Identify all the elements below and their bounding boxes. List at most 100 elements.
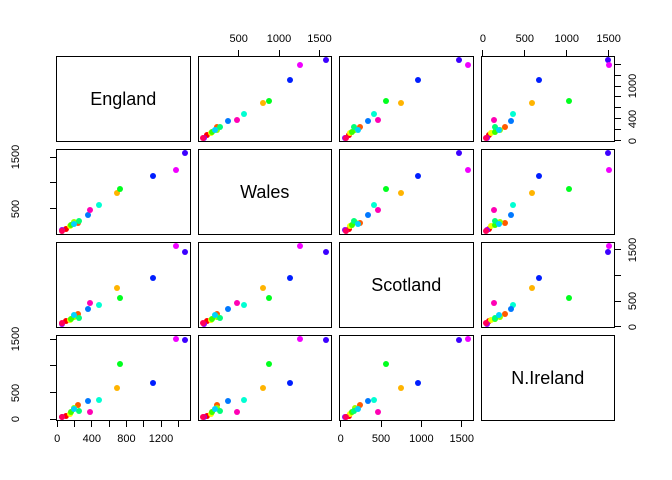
data-point	[483, 227, 490, 234]
data-point	[495, 220, 502, 227]
data-point	[58, 413, 65, 420]
axis-tick	[566, 50, 568, 56]
axis-tick-label: 0	[627, 323, 639, 330]
data-point	[233, 117, 240, 124]
scatter-panel-y-wales-x-n.ireland	[480, 149, 615, 235]
data-point	[149, 274, 156, 281]
axis-tick	[615, 85, 621, 87]
data-point	[75, 311, 82, 318]
data-point	[86, 408, 93, 415]
data-point	[398, 384, 405, 391]
data-point	[605, 57, 612, 64]
data-point	[216, 314, 223, 321]
axis-tick	[482, 50, 484, 56]
axis-tick-label: 400	[627, 109, 639, 129]
axis-tick	[615, 96, 621, 98]
data-point	[323, 248, 330, 255]
data-point	[224, 306, 231, 313]
axis-tick	[50, 365, 56, 367]
data-point	[483, 134, 490, 141]
axis-tick	[238, 50, 240, 56]
axis-tick-label: 1500	[10, 327, 22, 352]
data-point	[509, 302, 516, 309]
data-point	[287, 274, 294, 281]
axis-tick-label: 0	[479, 33, 487, 45]
scatter-panel-y-n.ireland-x-scotland	[339, 335, 474, 421]
diagonal-label: Scotland	[371, 274, 442, 295]
axis-tick-label: 1500	[307, 33, 332, 45]
axis-tick-label: 800	[117, 433, 136, 445]
data-point	[491, 129, 498, 136]
axis-tick-label: 500	[10, 199, 22, 218]
data-point	[200, 134, 207, 141]
data-point	[233, 300, 240, 307]
data-point	[116, 361, 123, 368]
data-point	[605, 150, 612, 157]
data-point	[355, 126, 362, 133]
data-point	[536, 172, 543, 179]
data-point	[203, 132, 210, 139]
data-point	[71, 312, 78, 319]
data-point	[342, 413, 349, 420]
data-point	[487, 129, 494, 136]
data-point	[323, 57, 330, 64]
data-point	[495, 126, 502, 133]
data-point	[383, 186, 390, 193]
diagonal-label: Wales	[240, 181, 290, 202]
axis-tick-label: 500	[229, 33, 248, 45]
axis-tick	[615, 274, 621, 276]
axis-tick	[615, 249, 621, 251]
data-point	[491, 123, 498, 130]
data-point	[113, 384, 120, 391]
data-point	[323, 336, 330, 343]
data-point	[383, 98, 390, 105]
data-point	[605, 248, 612, 255]
axis-tick-label: 1200	[148, 433, 174, 445]
axis-tick	[420, 421, 422, 427]
scatter-panel-y-wales-x-england	[56, 149, 191, 235]
data-point	[464, 336, 471, 343]
axis-tick	[524, 50, 526, 56]
axis-tick-label: 400	[82, 433, 102, 445]
axis-tick	[56, 421, 58, 427]
axis-tick-label: 500	[627, 291, 639, 311]
data-point	[371, 111, 378, 118]
data-point	[351, 408, 358, 415]
data-point	[507, 118, 514, 125]
data-point	[113, 285, 120, 292]
axis-tick	[340, 421, 342, 427]
axis-tick	[615, 63, 621, 65]
data-point	[241, 111, 248, 118]
data-point	[606, 62, 613, 69]
data-point	[224, 398, 231, 405]
axis-tick-label: 1500	[627, 237, 639, 263]
data-point	[116, 186, 123, 193]
data-point	[96, 302, 103, 309]
data-point	[200, 320, 207, 327]
scatter-panel-y-england-x-n.ireland	[480, 56, 615, 142]
data-point	[566, 186, 573, 193]
scatter-panel-y-england-x-wales	[197, 56, 332, 142]
axis-tick	[615, 140, 621, 142]
scatter-panel-y-scotland-x-england	[56, 242, 191, 328]
data-point	[85, 306, 92, 313]
data-point	[63, 225, 70, 232]
scatter-panel-y-scotland-x-n.ireland	[480, 242, 615, 328]
data-point	[211, 406, 218, 413]
data-point	[536, 274, 543, 281]
data-point	[76, 314, 83, 321]
axis-tick	[50, 208, 56, 210]
scatter-panel-y-n.ireland-x-england	[56, 335, 191, 421]
axis-tick	[461, 421, 463, 427]
axis-tick	[50, 392, 56, 394]
axis-tick	[50, 156, 56, 158]
data-point	[58, 227, 65, 234]
data-point	[371, 397, 378, 404]
axis-tick	[615, 74, 621, 76]
data-point	[213, 401, 220, 408]
data-point	[224, 118, 231, 125]
axis-tick-label: 500	[515, 33, 535, 45]
data-point	[67, 222, 74, 229]
data-point	[260, 384, 267, 391]
data-point	[76, 408, 83, 415]
